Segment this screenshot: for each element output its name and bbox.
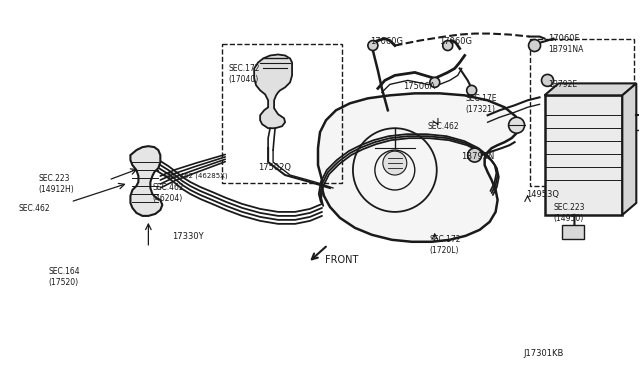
- Bar: [222, 44, 342, 183]
- Text: (17520): (17520): [49, 278, 79, 287]
- Text: (17321): (17321): [466, 105, 496, 114]
- Circle shape: [541, 74, 554, 86]
- Text: (46204): (46204): [152, 194, 182, 203]
- Text: SEC.462 (46285X): SEC.462 (46285X): [164, 172, 228, 179]
- Text: 1B791NA: 1B791NA: [548, 45, 584, 54]
- Polygon shape: [318, 93, 520, 242]
- Text: SEC.172: SEC.172: [430, 235, 461, 244]
- Text: 1B792E: 1B792E: [548, 80, 578, 89]
- Text: 17060G: 17060G: [370, 36, 403, 45]
- Text: 17330Y: 17330Y: [172, 232, 204, 241]
- Circle shape: [529, 39, 541, 51]
- Text: 17060F: 17060F: [548, 33, 580, 42]
- Circle shape: [430, 77, 440, 87]
- Text: 17502Q: 17502Q: [258, 163, 291, 172]
- Text: 14953Q: 14953Q: [527, 190, 559, 199]
- Circle shape: [368, 41, 378, 51]
- Text: SEC.223: SEC.223: [38, 174, 70, 183]
- Text: SEC.17E: SEC.17E: [466, 94, 497, 103]
- Polygon shape: [131, 146, 163, 216]
- Text: SEC.164: SEC.164: [49, 267, 80, 276]
- Text: (14950): (14950): [554, 214, 584, 223]
- Polygon shape: [545, 83, 636, 95]
- Bar: [545, 95, 622, 215]
- Circle shape: [443, 41, 452, 51]
- Text: 17060G: 17060G: [439, 36, 472, 45]
- Text: (1720L): (1720L): [430, 246, 460, 255]
- Circle shape: [383, 151, 407, 175]
- Text: 17506A: 17506A: [403, 82, 435, 92]
- Circle shape: [509, 117, 525, 133]
- Text: (14912H): (14912H): [38, 185, 74, 194]
- Bar: [529, 39, 634, 186]
- Text: FRONT: FRONT: [325, 255, 358, 265]
- Text: SEC.223: SEC.223: [554, 203, 585, 212]
- Text: SEC.462: SEC.462: [19, 204, 51, 213]
- Bar: [563, 225, 584, 239]
- Circle shape: [467, 86, 477, 95]
- Polygon shape: [254, 54, 292, 128]
- Text: SEC.172: SEC.172: [228, 64, 260, 73]
- Text: 1B791N: 1B791N: [461, 152, 494, 161]
- Circle shape: [468, 148, 482, 162]
- Polygon shape: [622, 83, 636, 215]
- Text: (17040): (17040): [228, 76, 259, 84]
- Text: J17301KB: J17301KB: [524, 349, 564, 358]
- Text: SEC.462: SEC.462: [152, 183, 184, 192]
- Text: SEC.462: SEC.462: [428, 122, 460, 131]
